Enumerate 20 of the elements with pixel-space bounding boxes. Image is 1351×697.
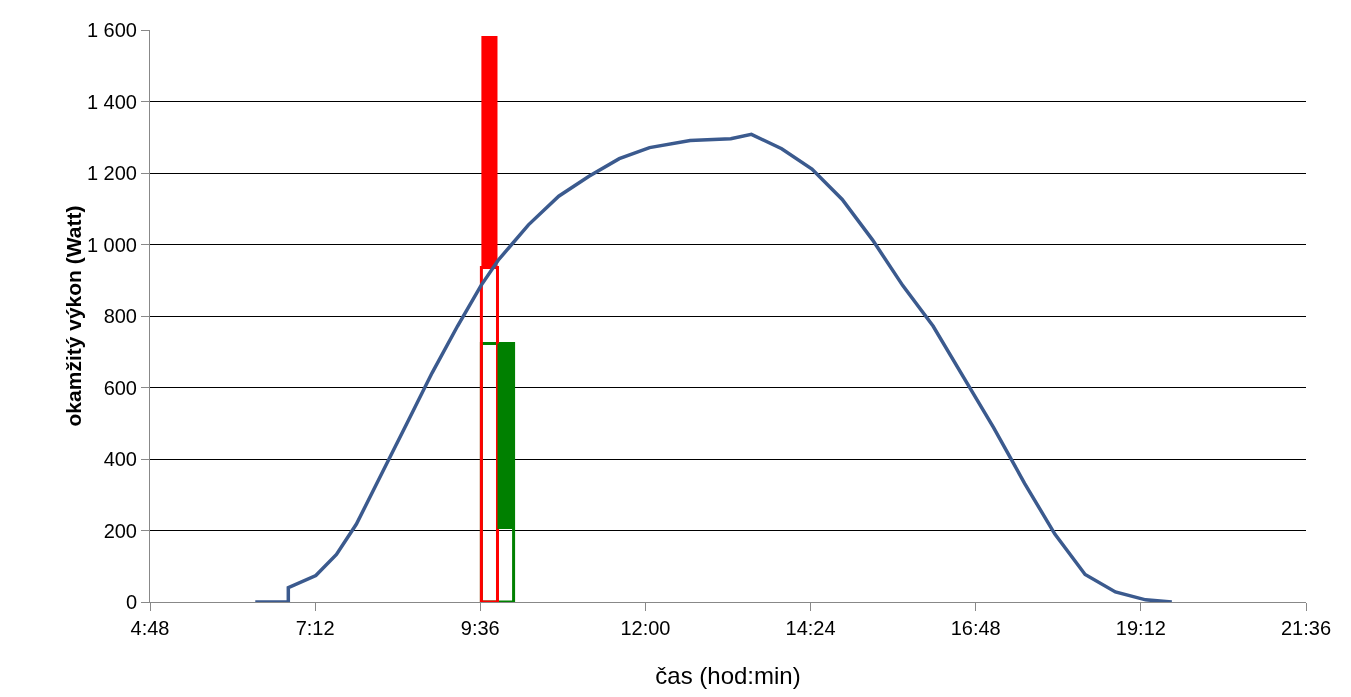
y-tick-label: 1 600 bbox=[86, 19, 137, 41]
y-tick-label: 600 bbox=[103, 376, 137, 399]
y-tick-label: 1 400 bbox=[86, 90, 137, 113]
y-tick-label: 200 bbox=[103, 519, 137, 542]
y-tick-label: 800 bbox=[103, 305, 137, 327]
y-tick-label: 0 bbox=[125, 591, 137, 613]
x-tick-label: 7:12 bbox=[295, 617, 335, 639]
x-axis-title: čas (hod:min) bbox=[655, 662, 801, 689]
y-tick-label: 1 000 bbox=[86, 233, 137, 256]
x-tick-label: 14:24 bbox=[785, 617, 836, 639]
x-tick-label: 9:36 bbox=[460, 617, 500, 639]
y-axis-title: okamžitý výkon (Watt) bbox=[61, 205, 85, 427]
y-tick-label: 1 200 bbox=[86, 162, 137, 184]
x-tick-label: 12:00 bbox=[620, 617, 671, 639]
y-tick-label: 400 bbox=[103, 448, 137, 470]
x-tick-label: 4:48 bbox=[130, 617, 170, 639]
x-tick-label: 16:48 bbox=[950, 617, 1001, 639]
line-series bbox=[253, 132, 1174, 602]
x-tick-label: 21:36 bbox=[1280, 617, 1332, 639]
x-tick-label: 19:12 bbox=[1115, 617, 1166, 639]
